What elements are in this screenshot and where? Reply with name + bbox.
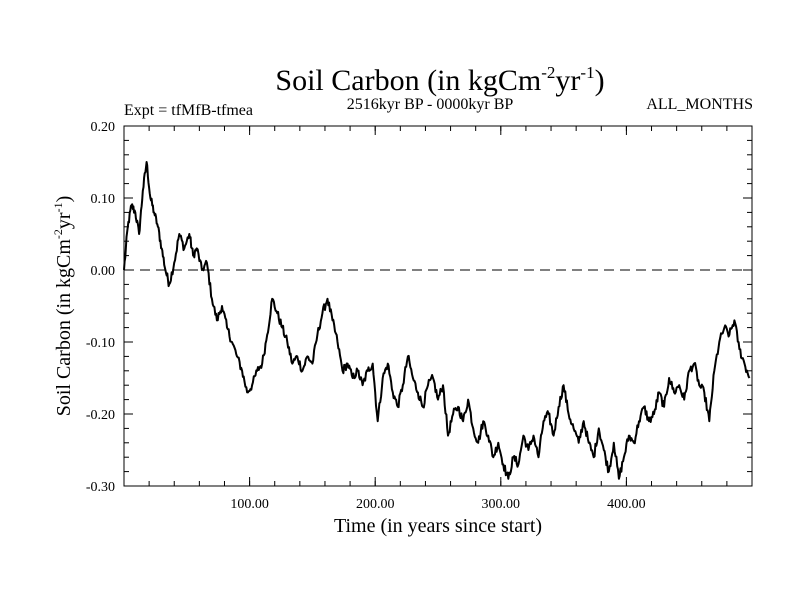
x-tick-label: 400.00	[607, 497, 646, 512]
subtitle-right: ALL_MONTHS	[646, 96, 753, 113]
chart-title-sup1: -2	[541, 63, 555, 82]
x-tick-label: 300.00	[482, 497, 521, 512]
y-tick-label: 0.10	[91, 192, 116, 207]
x-tick-label: 200.00	[356, 497, 395, 512]
subtitle-left: Expt = tfMfB-tfmea	[124, 102, 253, 119]
plot-frame	[123, 125, 753, 487]
axes: 0.20 0.10 0.00 -0.10 -0.20 -0.30 100.00 200.00 3…	[86, 120, 753, 512]
chart-title: Soil Carbon (in kgCm-2yr-1)	[275, 63, 604, 97]
y-axis-label-sup2: -1	[51, 202, 65, 212]
y-axis-label-main: Soil Carbon (in kgCm	[53, 239, 75, 417]
y-tick-label: 0.00	[91, 264, 116, 279]
chart-title-main: Soil Carbon (in kgCm	[275, 64, 541, 97]
y-axis-label: Soil Carbon (in kgCm-2yr-1)	[51, 196, 75, 417]
x-axis-label: Time (in years since start)	[334, 515, 542, 537]
x-tick-label: 100.00	[230, 497, 269, 512]
series-line-soil-carbon	[123, 161, 751, 480]
y-tick-label: -0.20	[86, 408, 115, 423]
series-layer	[123, 161, 752, 480]
y-axis-label-mid: yr	[53, 212, 75, 229]
chart-title-sup2: -1	[580, 63, 594, 82]
subtitle-center: 2516kyr BP - 0000kyr BP	[347, 96, 514, 113]
chart-title-mid: yr	[555, 64, 580, 97]
y-tick-label: -0.30	[86, 480, 115, 495]
chart-title-end: )	[595, 64, 605, 97]
y-axis-label-end: )	[53, 196, 75, 203]
y-tick-label: -0.10	[86, 336, 115, 351]
y-tick-label: 0.20	[91, 120, 116, 135]
y-axis-label-sup1: -2	[51, 229, 65, 239]
